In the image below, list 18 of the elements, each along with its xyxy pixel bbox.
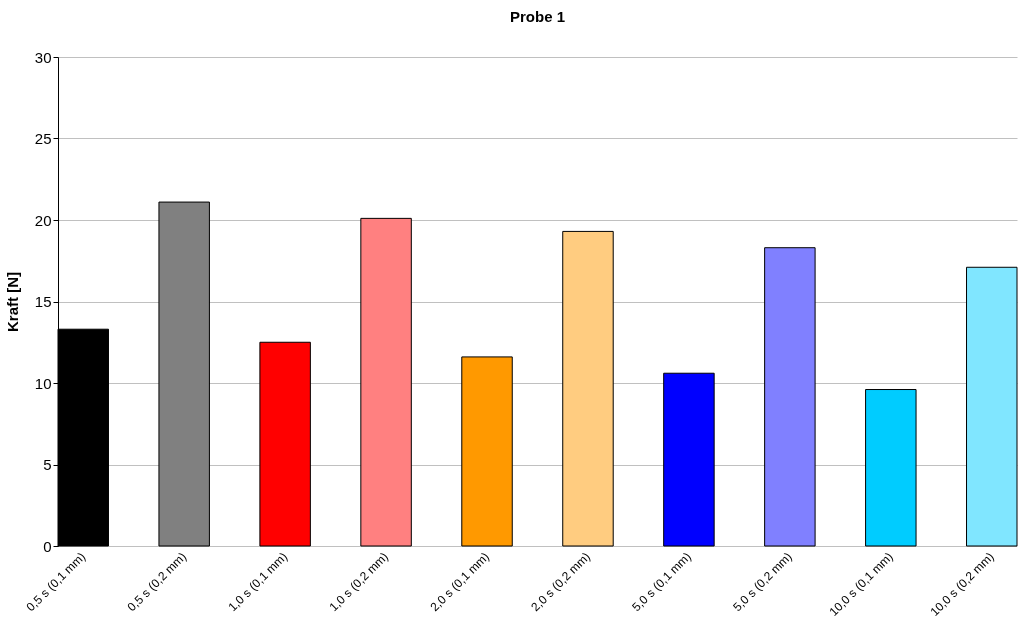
y-tick-label: 5: [43, 456, 52, 473]
bar: [966, 266, 1018, 547]
y-tick-label: 30: [34, 48, 52, 66]
bar: [259, 341, 311, 547]
y-axis-title: Kraft [N]: [3, 272, 21, 332]
y-tick-label: 25: [34, 130, 52, 147]
chart-title: Probe 1: [509, 8, 566, 25]
y-tick-label: 20: [34, 211, 52, 229]
bar: [461, 356, 513, 547]
bar: [360, 217, 412, 547]
y-tick-label: 15: [34, 293, 52, 310]
bar: [663, 372, 715, 547]
y-tick-label: 10: [34, 374, 52, 392]
bar: [562, 230, 614, 547]
bar: [865, 389, 917, 547]
bar: [764, 247, 816, 547]
bar: [158, 201, 210, 547]
y-tick-label: 0: [43, 537, 52, 555]
